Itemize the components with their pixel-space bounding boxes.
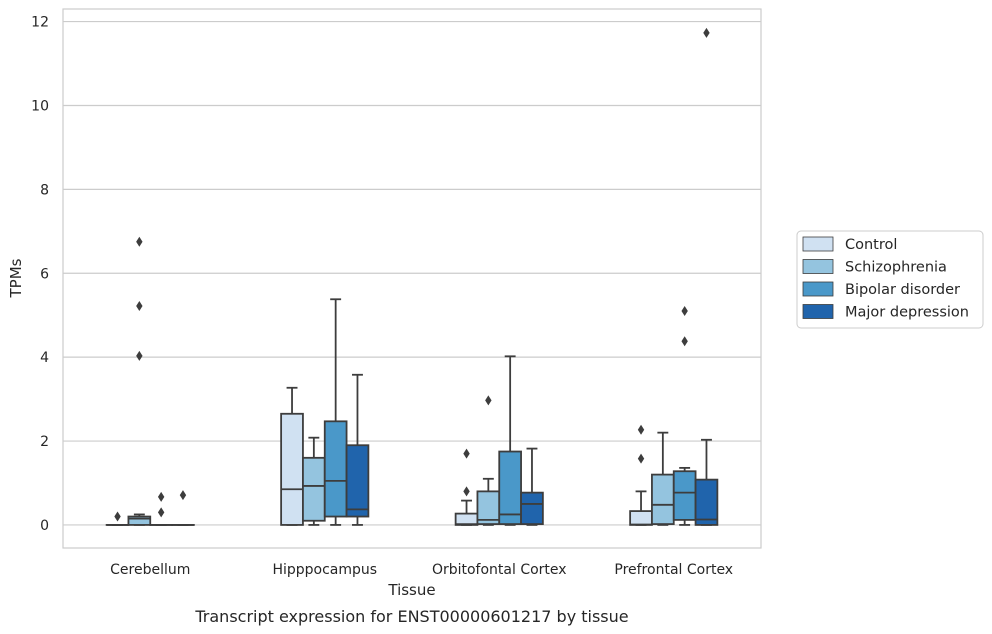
outlier-point bbox=[637, 424, 645, 435]
box-control bbox=[629, 424, 653, 526]
outlier-point bbox=[681, 306, 688, 317]
box-schizophrenia bbox=[651, 431, 675, 526]
legend-frame bbox=[796, 230, 984, 329]
y-tick-label: 12 bbox=[31, 15, 49, 31]
outlier-point bbox=[136, 350, 143, 361]
box-schizophrenia bbox=[127, 236, 152, 526]
box-control bbox=[454, 448, 479, 526]
box-body bbox=[520, 491, 544, 525]
legend-label: Schizophrenia bbox=[845, 260, 947, 276]
outlier-point bbox=[157, 491, 165, 502]
outlier-point bbox=[179, 490, 187, 501]
box-schizophrenia bbox=[476, 395, 501, 526]
legend: Control Schizophrenia Bipolar disorder Majo… bbox=[796, 230, 984, 329]
outlier-point bbox=[136, 300, 143, 311]
legend-swatch bbox=[802, 281, 834, 297]
box-schizophrenia bbox=[302, 436, 326, 526]
box-body bbox=[345, 444, 370, 518]
box-body bbox=[280, 412, 304, 526]
box-body bbox=[498, 450, 522, 525]
y-tick-labels: 0 2 4 6 8 10 12 bbox=[31, 15, 49, 534]
y-tick-label: 4 bbox=[40, 350, 49, 366]
box-bipolar-disorder bbox=[149, 491, 173, 526]
chart-caption: Transcript expression for ENST0000060121… bbox=[194, 607, 628, 626]
outlier-point bbox=[463, 448, 470, 459]
plot-frame bbox=[62, 8, 762, 549]
outlier-point bbox=[637, 453, 645, 464]
box-bipolar-disorder bbox=[672, 306, 697, 526]
outlier-point bbox=[136, 236, 143, 247]
box-body bbox=[651, 473, 675, 525]
y-tick-label: 6 bbox=[40, 266, 49, 282]
x-tick-label: Orbitofontal Cortex bbox=[432, 562, 567, 578]
box-major-depression bbox=[345, 373, 370, 526]
box-body bbox=[323, 420, 348, 518]
outlier-point bbox=[703, 27, 710, 38]
outlier-point bbox=[157, 507, 165, 518]
x-tick-labels: Cerebellum Hipppocampus Orbitofontal Corte… bbox=[110, 562, 733, 578]
boxes bbox=[105, 27, 719, 526]
box-body bbox=[672, 470, 697, 521]
y-tick-label: 0 bbox=[40, 518, 49, 534]
box-body bbox=[302, 456, 326, 522]
box-bipolar-disorder bbox=[498, 355, 522, 526]
box-control bbox=[105, 511, 130, 526]
box-body bbox=[694, 478, 719, 526]
legend-label: Control bbox=[845, 237, 897, 253]
outlier-point bbox=[463, 486, 470, 497]
box-major-depression bbox=[694, 27, 719, 526]
box-major-depression bbox=[171, 490, 195, 526]
x-axis-title: Tissue bbox=[387, 581, 435, 599]
box-body bbox=[127, 515, 152, 526]
outlier-point bbox=[681, 336, 688, 347]
y-tick-label: 10 bbox=[31, 98, 49, 114]
legend-label: Major depression bbox=[845, 305, 969, 321]
outlier-point bbox=[114, 511, 121, 522]
legend-label: Bipolar disorder bbox=[845, 282, 960, 298]
box-major-depression bbox=[520, 447, 544, 526]
outlier-point bbox=[485, 395, 492, 406]
y-tick-label: 2 bbox=[40, 434, 49, 450]
box-bipolar-disorder bbox=[323, 298, 348, 526]
box-body bbox=[629, 510, 653, 526]
x-tick-label: Prefrontal Cortex bbox=[614, 562, 733, 578]
legend-swatch bbox=[802, 236, 834, 252]
legend-swatch bbox=[802, 259, 834, 274]
x-tick-label: Hipppocampus bbox=[272, 562, 377, 578]
y-tick-label: 8 bbox=[40, 182, 49, 198]
grid-lines bbox=[63, 20, 761, 526]
box-control bbox=[280, 386, 304, 526]
legend-swatch bbox=[802, 304, 834, 319]
x-tick-label: Cerebellum bbox=[110, 562, 190, 578]
y-axis-title: TPMs bbox=[7, 258, 25, 298]
